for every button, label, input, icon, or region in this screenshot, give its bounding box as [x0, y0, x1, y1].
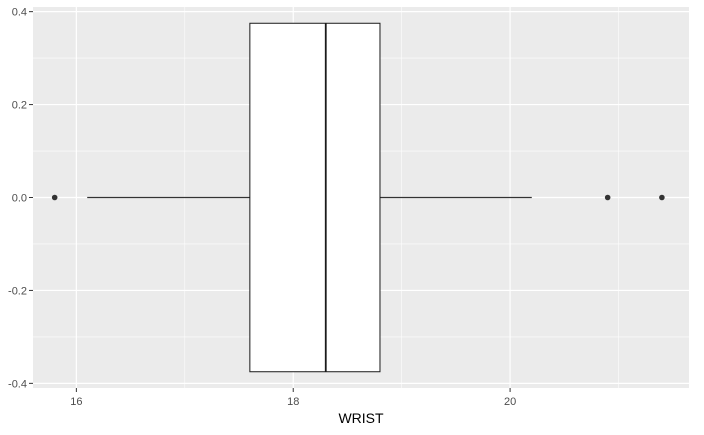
- x-tick-label: 20: [504, 396, 516, 408]
- x-tick-label: 18: [287, 396, 299, 408]
- outliers: [51, 194, 665, 201]
- outlier-point: [51, 194, 58, 201]
- y-tick-label: 0.2: [12, 100, 27, 112]
- y-axis-ticks: -0.4 -0.2 0.0 0.2 0.4: [8, 7, 33, 390]
- y-tick-label: 0.0: [12, 193, 27, 205]
- box: [249, 22, 381, 373]
- iqr-box: [249, 22, 381, 373]
- outlier-point: [659, 194, 665, 201]
- x-axis-ticks: 16 18 20: [70, 388, 516, 408]
- y-tick-label: -0.2: [8, 285, 27, 297]
- outlier-point: [604, 194, 611, 201]
- x-axis-title: WRIST: [338, 410, 384, 426]
- y-tick-label: 0.4: [12, 7, 27, 19]
- x-tick-label: 16: [70, 396, 82, 408]
- y-tick-label: -0.4: [8, 378, 27, 390]
